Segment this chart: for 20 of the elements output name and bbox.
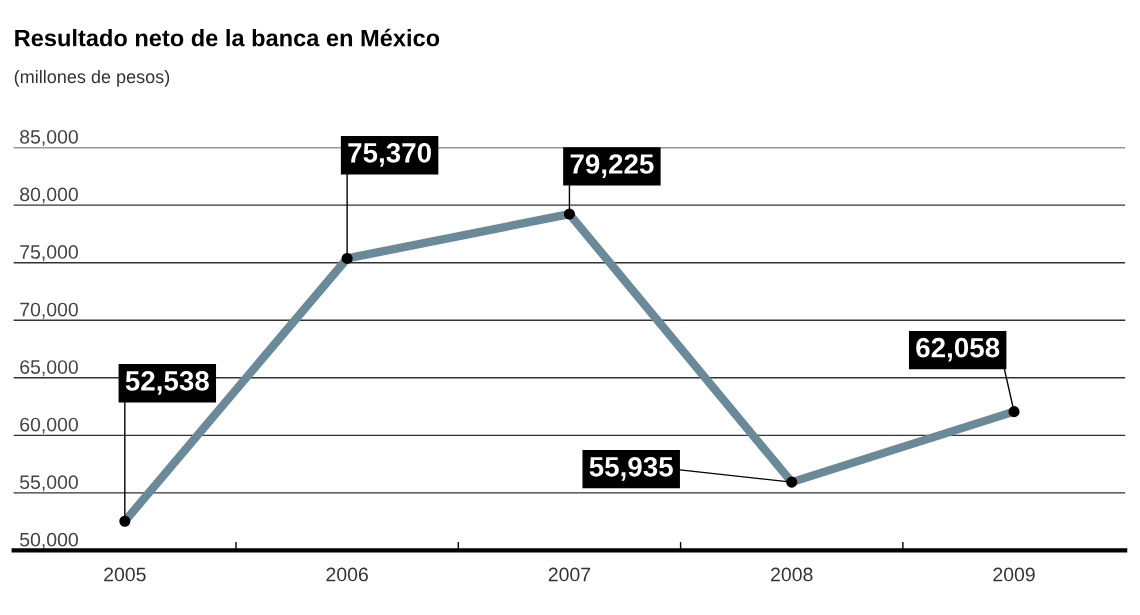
- chart-title: Resultado neto de la banca en México: [15, 28, 440, 47]
- y-tick-label: 60,000: [20, 417, 78, 434]
- x-tick-label: 2008: [771, 567, 813, 582]
- y-tick-label: 80,000: [20, 187, 78, 204]
- y-tick-label: 70,000: [20, 302, 78, 319]
- data-label: 62,058: [916, 337, 1000, 362]
- data-label: 75,370: [348, 143, 431, 167]
- data-label: 79,225: [570, 154, 654, 178]
- y-tick-label: 65,000: [20, 360, 78, 377]
- x-tick-label: 2007: [548, 567, 591, 582]
- x-tick-label: 2009: [993, 567, 1035, 582]
- chart-subtitle: (millones de pesos): [14, 69, 170, 87]
- data-label: 52,538: [125, 371, 209, 395]
- y-tick-label: 85,000: [20, 129, 78, 147]
- x-tick-label: 2006: [326, 567, 368, 582]
- y-tick-label: 50,000: [20, 532, 78, 549]
- y-tick-label: 55,000: [20, 475, 78, 492]
- data-label: 55,935: [589, 456, 673, 481]
- y-tick-label: 75,000: [20, 245, 78, 262]
- x-tick-label: 2005: [104, 567, 146, 582]
